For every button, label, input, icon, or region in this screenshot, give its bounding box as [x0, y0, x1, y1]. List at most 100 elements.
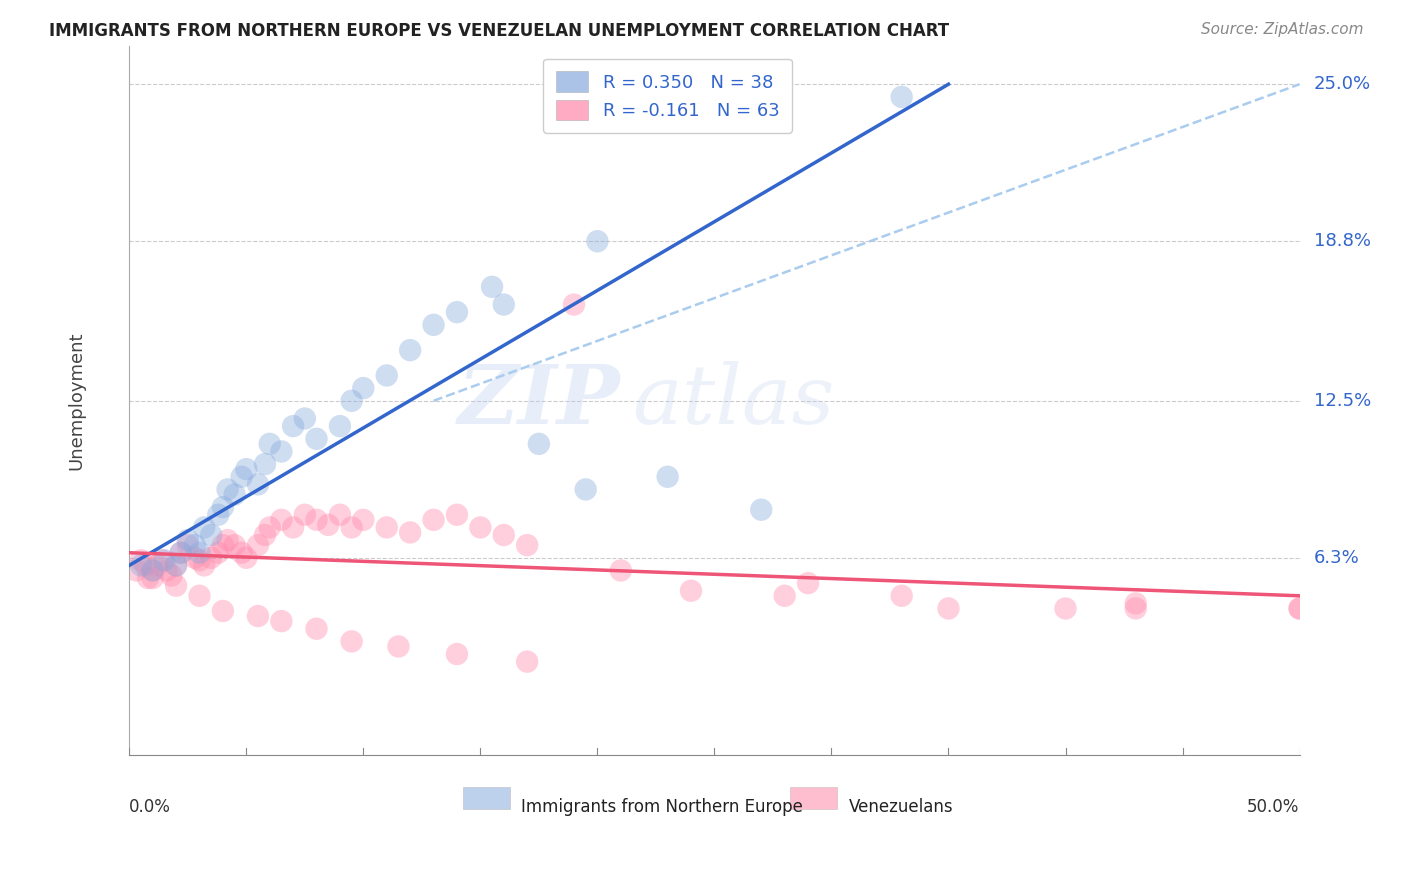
Point: [247, 538, 270, 552]
Point: [259, 520, 281, 534]
Point: [270, 444, 292, 458]
Point: [188, 589, 211, 603]
Point: [516, 655, 538, 669]
Point: [527, 437, 550, 451]
Point: [352, 381, 374, 395]
Point: [207, 508, 229, 522]
Point: [136, 571, 159, 585]
Text: Immigrants from Northern Europe: Immigrants from Northern Europe: [522, 798, 803, 816]
Point: [247, 609, 270, 624]
Text: Unemployment: Unemployment: [67, 332, 86, 470]
Point: [129, 553, 152, 567]
FancyBboxPatch shape: [463, 788, 509, 808]
Point: [352, 513, 374, 527]
Point: [146, 558, 169, 573]
Point: [153, 553, 176, 567]
Point: [890, 90, 912, 104]
Point: [375, 368, 398, 383]
Text: atlas: atlas: [633, 360, 835, 441]
Point: [184, 538, 207, 552]
Point: [165, 558, 187, 573]
Point: [340, 520, 363, 534]
Point: [492, 528, 515, 542]
Point: [135, 558, 157, 573]
Point: [316, 517, 339, 532]
FancyBboxPatch shape: [790, 788, 838, 808]
Point: [492, 297, 515, 311]
Point: [207, 546, 229, 560]
Point: [224, 487, 246, 501]
Point: [200, 528, 222, 542]
Point: [160, 568, 183, 582]
Point: [470, 520, 492, 534]
Point: [586, 234, 609, 248]
Point: [259, 437, 281, 451]
Text: ZIP: ZIP: [458, 360, 621, 441]
Point: [247, 477, 270, 491]
Point: [610, 564, 633, 578]
Point: [422, 513, 444, 527]
Point: [481, 280, 503, 294]
Text: 25.0%: 25.0%: [1313, 75, 1371, 93]
Point: [270, 614, 292, 628]
Point: [340, 634, 363, 648]
Point: [679, 583, 702, 598]
Point: [212, 500, 235, 515]
Point: [188, 546, 211, 560]
Point: [1054, 601, 1077, 615]
Point: [446, 508, 468, 522]
Point: [657, 469, 679, 483]
Point: [142, 564, 165, 578]
Point: [749, 502, 772, 516]
Text: 18.8%: 18.8%: [1313, 232, 1371, 251]
Point: [142, 564, 165, 578]
Point: [224, 538, 246, 552]
Text: 0.0%: 0.0%: [129, 798, 172, 816]
Point: [329, 419, 352, 434]
Point: [938, 601, 960, 615]
Point: [1125, 601, 1147, 615]
Point: [305, 432, 328, 446]
Point: [294, 411, 316, 425]
Point: [1288, 601, 1310, 615]
Text: IMMIGRANTS FROM NORTHERN EUROPE VS VENEZUELAN UNEMPLOYMENT CORRELATION CHART: IMMIGRANTS FROM NORTHERN EUROPE VS VENEZ…: [49, 22, 949, 40]
Point: [217, 483, 239, 497]
Point: [562, 297, 585, 311]
Point: [212, 538, 235, 552]
Point: [200, 550, 222, 565]
Text: 12.5%: 12.5%: [1313, 392, 1371, 409]
Point: [773, 589, 796, 603]
Point: [294, 508, 316, 522]
Point: [217, 533, 239, 547]
Point: [184, 550, 207, 565]
Text: Source: ZipAtlas.com: Source: ZipAtlas.com: [1201, 22, 1364, 37]
Point: [170, 546, 193, 560]
Point: [253, 528, 276, 542]
Point: [231, 546, 253, 560]
Point: [125, 564, 148, 578]
Point: [281, 419, 304, 434]
Point: [890, 589, 912, 603]
Text: Venezuelans: Venezuelans: [849, 798, 953, 816]
Text: 50.0%: 50.0%: [1247, 798, 1299, 816]
Point: [575, 483, 598, 497]
Point: [1288, 601, 1310, 615]
Point: [329, 508, 352, 522]
Point: [305, 622, 328, 636]
Point: [165, 558, 187, 573]
Point: [142, 571, 165, 585]
Point: [129, 558, 152, 573]
Text: 6.3%: 6.3%: [1313, 549, 1360, 566]
Point: [177, 533, 200, 547]
Point: [170, 546, 193, 560]
Point: [231, 469, 253, 483]
Point: [193, 520, 215, 534]
Point: [253, 457, 276, 471]
Point: [156, 564, 179, 578]
Point: [165, 579, 187, 593]
Point: [399, 525, 422, 540]
Point: [340, 393, 363, 408]
Point: [797, 576, 820, 591]
Point: [375, 520, 398, 534]
Point: [422, 318, 444, 332]
